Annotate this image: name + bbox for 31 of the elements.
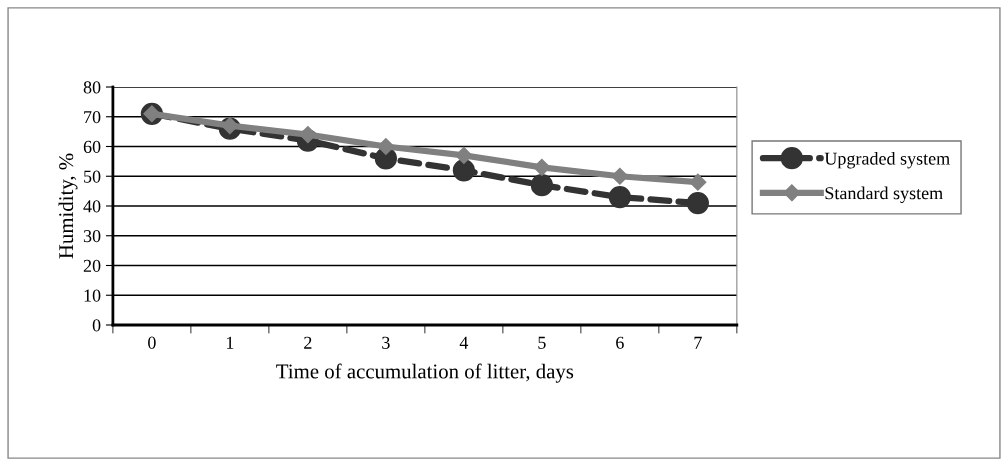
x-tick-label: 2 <box>304 336 312 349</box>
y-tick-label: 10 <box>84 289 101 302</box>
y-tick-label: 60 <box>83 140 101 153</box>
point <box>530 174 553 197</box>
point <box>452 159 475 182</box>
x-tick-label: 6 <box>616 336 624 349</box>
point <box>689 173 707 191</box>
y-axis-title: Humidity, % <box>58 153 78 259</box>
y-tick-label: 40 <box>83 200 101 213</box>
point <box>533 158 551 176</box>
y-tick-label: 30 <box>83 230 101 243</box>
x-tick-label: 5 <box>538 336 546 349</box>
point <box>608 185 631 209</box>
y-tick-label: 20 <box>83 259 101 272</box>
x-tick-label: 3 <box>382 336 390 349</box>
point <box>686 191 709 215</box>
point <box>455 146 473 164</box>
legend-label: Upgraded system <box>824 151 950 169</box>
x-tick-label: 7 <box>694 336 702 349</box>
legend-label: Standard system <box>825 186 943 203</box>
x-tick-label: 4 <box>459 336 469 349</box>
x-tick-label: 0 <box>148 336 156 349</box>
y-tick-label: 70 <box>84 111 101 124</box>
y-tick-label: 80 <box>83 81 101 94</box>
x-tick-label: 1 <box>226 336 234 349</box>
point <box>377 137 395 156</box>
point <box>611 167 629 185</box>
y-tick-label: 50 <box>84 170 101 183</box>
point <box>299 126 317 144</box>
y-tick-label: 0 <box>92 319 101 332</box>
x-axis-title: Time of accumulation of litter, days <box>276 363 574 383</box>
